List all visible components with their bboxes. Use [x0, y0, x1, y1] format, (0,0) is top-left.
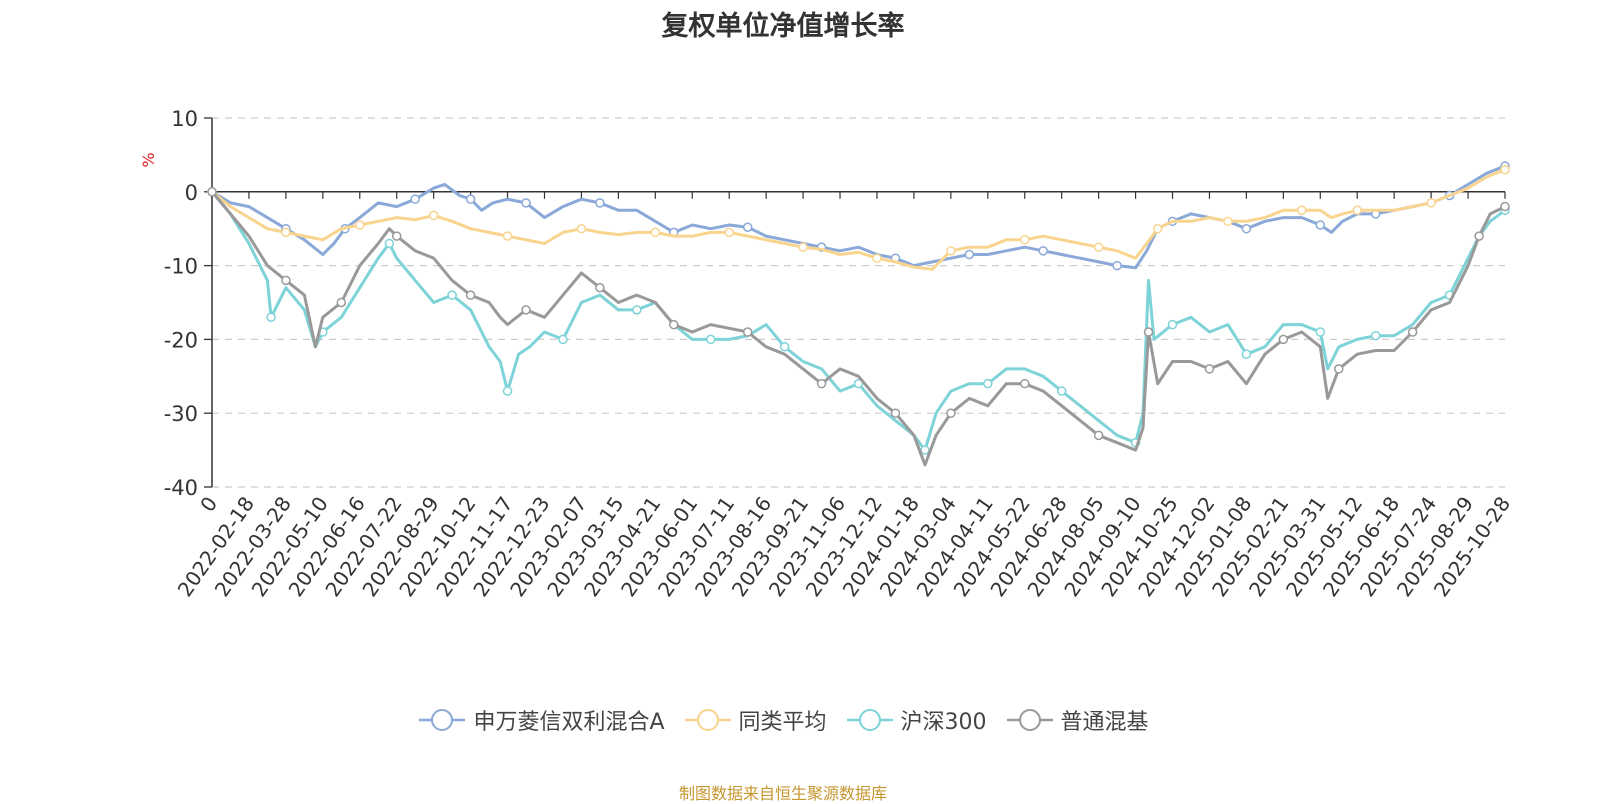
data-point-marker[interactable]	[410, 194, 420, 204]
legend-label: 申万菱信双利混合A	[473, 710, 665, 735]
data-point-marker[interactable]	[1038, 246, 1048, 256]
data-point-marker[interactable]	[207, 187, 217, 197]
data-point-marker[interactable]	[1019, 378, 1030, 389]
data-point-marker[interactable]	[521, 198, 531, 208]
data-point-marker[interactable]	[1315, 327, 1326, 337]
data-point-marker[interactable]	[1241, 223, 1252, 234]
data-point-marker[interactable]	[281, 275, 291, 286]
data-point-marker[interactable]	[920, 445, 930, 455]
line-chart: 02022-02-182022-03-282022-05-102022-06-1…	[139, 107, 1515, 601]
data-point-marker[interactable]	[1474, 231, 1484, 241]
legend-line-circle-icon	[684, 709, 731, 731]
data-point-marker[interactable]	[798, 242, 808, 252]
data-point-marker[interactable]	[1056, 386, 1067, 396]
data-point-marker[interactable]	[355, 220, 365, 230]
legend-item[interactable]: 申万菱信双利混合A	[417, 704, 665, 736]
legend-label: 普通混基	[1060, 710, 1149, 735]
data-point-marker[interactable]	[502, 231, 513, 241]
y-tick-label: -40	[164, 476, 198, 500]
data-point-marker[interactable]	[983, 378, 993, 389]
data-point-marker[interactable]	[1407, 327, 1418, 337]
data-point-marker[interactable]	[1093, 430, 1104, 441]
data-point-marker[interactable]	[779, 342, 790, 352]
data-point-marker[interactable]	[1352, 205, 1362, 215]
data-point-marker[interactable]	[1143, 327, 1154, 337]
data-point-marker[interactable]	[1093, 242, 1104, 252]
legend-item[interactable]: 沪深300	[845, 704, 987, 736]
data-point-marker[interactable]	[521, 305, 531, 315]
data-point-marker[interactable]	[336, 297, 347, 308]
x-tick-label: 0	[195, 492, 222, 516]
data-point-marker[interactable]	[502, 386, 513, 396]
data-point-marker[interactable]	[669, 319, 679, 330]
data-point-marker[interactable]	[946, 408, 956, 418]
data-point-marker[interactable]	[724, 227, 734, 238]
data-point-marker[interactable]	[946, 246, 956, 256]
data-point-marker[interactable]	[872, 253, 882, 263]
data-source-note: 制图数据来自恒生聚源数据库	[678, 784, 887, 803]
legend-label: 沪深300	[900, 710, 987, 735]
legend: 申万菱信双利混合A 同类平均 沪深300 普通混基	[0, 704, 1566, 736]
data-point-marker[interactable]	[1315, 220, 1326, 230]
data-point-marker[interactable]	[1500, 201, 1510, 212]
data-point-marker[interactable]	[1152, 223, 1163, 234]
data-point-marker[interactable]	[1019, 235, 1030, 245]
data-point-marker[interactable]	[281, 227, 291, 238]
y-tick-label: 0	[185, 181, 198, 205]
data-point-marker[interactable]	[576, 223, 587, 234]
data-point-marker[interactable]	[964, 249, 975, 260]
data-point-marker[interactable]	[632, 305, 642, 315]
legend-line-circle-icon	[419, 709, 466, 731]
data-point-marker[interactable]	[1500, 164, 1510, 175]
data-point-marker[interactable]	[1223, 216, 1233, 227]
data-point-marker[interactable]	[465, 290, 476, 300]
series-line[interactable]	[210, 190, 1507, 452]
data-point-marker[interactable]	[1112, 260, 1122, 271]
y-tick-label: -20	[164, 328, 198, 352]
data-point-marker[interactable]	[391, 231, 402, 241]
series-line[interactable]	[210, 190, 1507, 467]
data-point-marker[interactable]	[1204, 364, 1215, 374]
data-point-marker[interactable]	[890, 408, 901, 418]
data-point-marker[interactable]	[558, 334, 568, 345]
data-point-marker[interactable]	[465, 194, 476, 204]
data-point-marker[interactable]	[816, 378, 827, 389]
legend-label: 同类平均	[738, 710, 827, 735]
data-point-marker[interactable]	[447, 290, 457, 300]
legend-line-circle-icon	[1006, 709, 1053, 731]
data-point-marker[interactable]	[742, 222, 753, 232]
legend-line-circle-icon	[846, 709, 893, 731]
series-line[interactable]	[210, 168, 1507, 271]
data-point-marker[interactable]	[1297, 205, 1307, 215]
data-point-marker[interactable]	[705, 334, 716, 345]
data-point-marker[interactable]	[742, 327, 753, 337]
data-point-marker[interactable]	[853, 378, 864, 389]
data-point-marker[interactable]	[1167, 319, 1178, 330]
y-tick-label: -10	[164, 255, 198, 279]
data-point-marker[interactable]	[595, 198, 605, 208]
data-point-marker[interactable]	[1241, 349, 1252, 359]
data-point-marker[interactable]	[1426, 198, 1436, 208]
data-point-marker[interactable]	[384, 238, 395, 249]
series-lines	[207, 161, 1510, 467]
y-axis-unit: %	[139, 152, 158, 167]
data-point-marker[interactable]	[428, 210, 439, 221]
data-point-marker[interactable]	[1370, 330, 1381, 341]
grid-lines	[212, 117, 1505, 488]
y-tick-label: -30	[164, 402, 198, 426]
series-line[interactable]	[210, 164, 1507, 270]
chart-title: 复权单位净值增长率	[661, 11, 905, 42]
y-axis-labels: 10 0 -10 -20 -30 -40	[164, 107, 198, 500]
data-point-marker[interactable]	[266, 312, 276, 323]
data-point-marker[interactable]	[595, 282, 605, 293]
data-point-marker[interactable]	[1334, 364, 1344, 374]
data-point-marker[interactable]	[650, 227, 661, 238]
y-tick-label: 10	[171, 107, 198, 131]
legend-item[interactable]: 同类平均	[683, 704, 827, 736]
legend-item[interactable]: 普通混基	[1005, 704, 1149, 736]
axes	[204, 117, 1506, 488]
data-point-marker[interactable]	[1278, 334, 1289, 345]
x-axis-labels: 02022-02-182022-03-282022-05-102022-06-1…	[173, 492, 1515, 601]
